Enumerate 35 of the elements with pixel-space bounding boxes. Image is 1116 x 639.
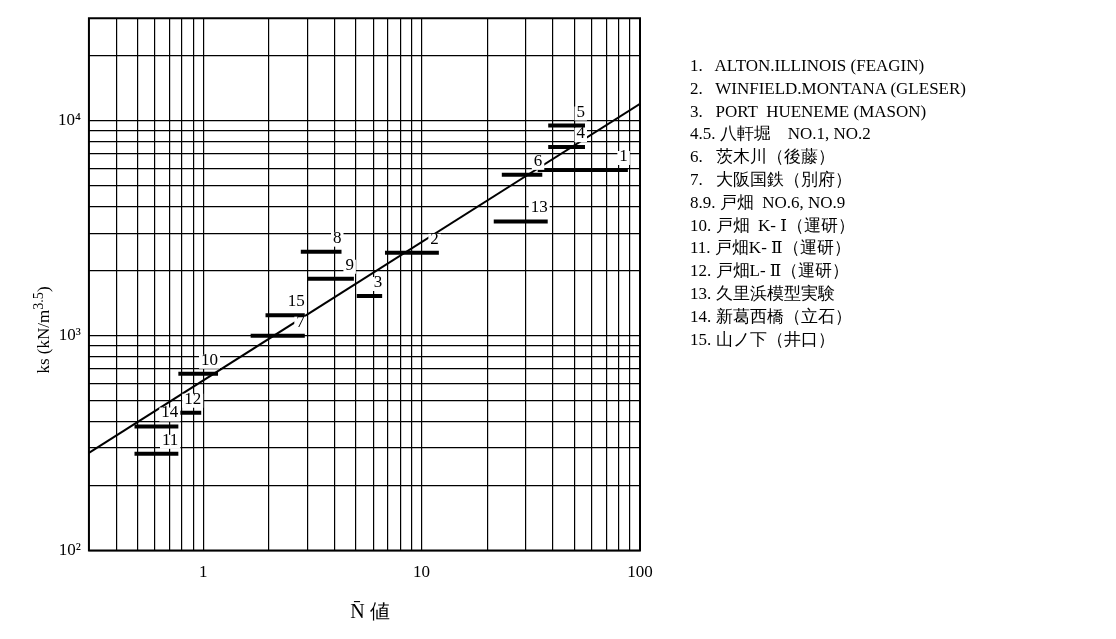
series-label: 10	[201, 349, 219, 369]
x-tick-label: 100	[627, 562, 653, 582]
x-axis-title: N̄ 値	[350, 599, 390, 624]
series-label: 7	[296, 311, 306, 331]
text: 15. 山ノ下（井口）	[690, 328, 836, 351]
text: 4.5. 八軒堀 NO.1, NO.2	[690, 123, 872, 146]
series-label: 15	[287, 291, 305, 311]
text: 3. PORT HUENEME (MASON)	[690, 100, 928, 123]
text: 11. 戸畑K- Ⅱ（運研）	[690, 237, 852, 260]
series-label: 5	[576, 101, 585, 121]
series-label: 6	[533, 150, 543, 170]
series-label: 3	[373, 271, 383, 291]
series-label: 11	[161, 429, 179, 449]
series-label: 4	[576, 123, 586, 143]
series-label: 1	[619, 145, 628, 165]
text: 7. 大阪国鉄（別府）	[690, 169, 853, 191]
text: 13. 久里浜模型実験	[690, 282, 836, 305]
text: 10. 戸畑 K- Ⅰ（運研）	[690, 214, 856, 237]
y-tick-label: 10³	[58, 325, 81, 345]
x-tick-label: 10	[413, 562, 431, 582]
series-label: 8	[333, 227, 342, 247]
series-label: 13	[530, 197, 548, 217]
series-label: 12	[184, 388, 202, 408]
text: 1. ALTON.ILLINOIS (FEAGIN)	[690, 55, 926, 77]
text: 8.9. 戸畑 NO.6, NO.9	[690, 191, 847, 214]
text: 2. WINFIELD.MONTANA (GLESER)	[690, 77, 966, 100]
text: 14. 新葛西橋（立石）	[690, 305, 853, 328]
text: 6. 茨木川（後藤）	[690, 146, 836, 169]
y-tick-label: 10⁴	[57, 110, 81, 130]
y-tick-label: 10²	[58, 540, 81, 560]
x-tick-label: 1	[198, 562, 208, 582]
series-label: 2	[430, 228, 439, 248]
series-label: 14	[161, 402, 179, 422]
series-label: 9	[345, 254, 354, 274]
text: 12. 戸畑L- Ⅱ（運研）	[690, 260, 851, 283]
